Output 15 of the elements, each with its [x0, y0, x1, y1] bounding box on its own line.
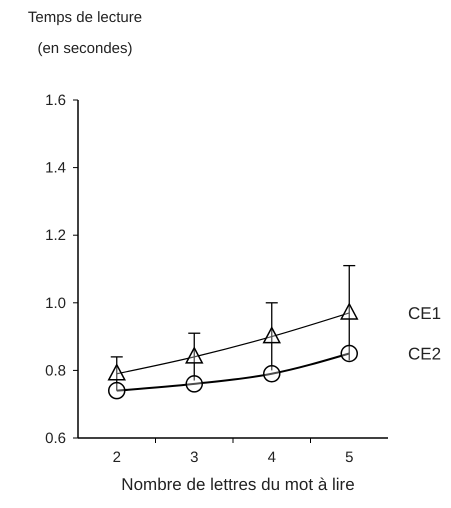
- text: CE1: [408, 304, 442, 323]
- x-tick-label: 2: [112, 449, 121, 466]
- y-tick-label: 1.2: [45, 227, 66, 244]
- text: CE2: [408, 344, 442, 364]
- y-tick-label: 1.6: [45, 92, 66, 109]
- y-tick-label: 1.0: [45, 294, 66, 312]
- chart-title: Temps de lecture: [28, 9, 142, 26]
- y-tick-label: 1.4: [45, 160, 66, 177]
- y-tick-label: 0.8: [45, 362, 66, 380]
- x-tick-label: 4: [268, 449, 276, 466]
- y-tick-label: 0.6: [45, 430, 66, 447]
- x-tick-label: 5: [345, 449, 354, 466]
- x-axis-title: Nombre de lettres du mot à lire: [121, 475, 355, 494]
- chart-subtitle: (en secondes): [37, 40, 133, 57]
- x-tick-label: 3: [190, 449, 198, 466]
